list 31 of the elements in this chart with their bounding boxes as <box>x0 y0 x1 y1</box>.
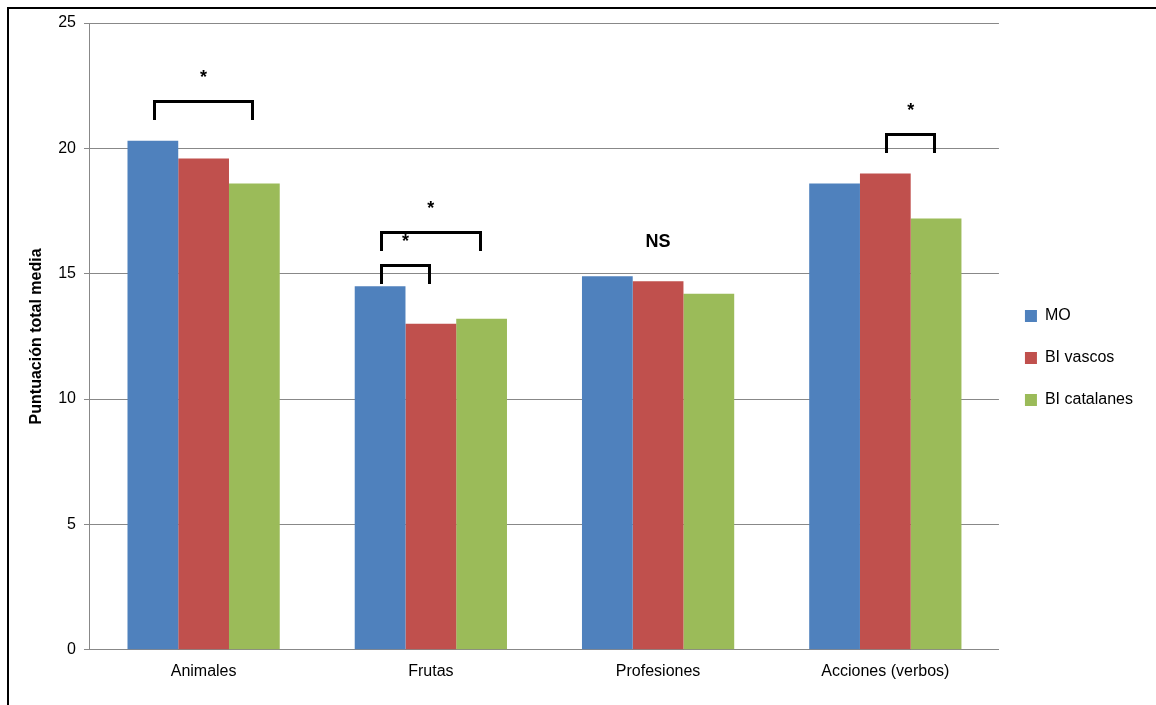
bar <box>354 286 406 650</box>
bar <box>859 173 911 650</box>
annotation: * <box>200 67 208 88</box>
x-tick-label: Animales <box>170 661 237 679</box>
bar <box>632 281 684 650</box>
bar <box>456 318 507 650</box>
annotation: * <box>427 198 435 219</box>
x-tick-label: Acciones (verbos) <box>821 661 950 679</box>
x-tick-label: Profesiones <box>615 661 701 679</box>
y-axis-title: Puntuación total media <box>27 248 45 425</box>
bar <box>683 293 735 650</box>
bar <box>127 140 179 650</box>
y-tick-label: 15 <box>58 264 77 282</box>
y-tick-label: 10 <box>58 389 77 407</box>
bar <box>228 183 280 650</box>
legend-label: MO <box>1044 306 1071 324</box>
annotation: * <box>907 99 915 120</box>
y-tick-label: 0 <box>67 640 77 658</box>
x-tick-label: Frutas <box>408 661 454 679</box>
bar <box>581 276 633 650</box>
y-tick-label: 5 <box>67 514 77 532</box>
bar <box>178 158 229 650</box>
bar <box>405 323 457 650</box>
legend-label: BI catalanes <box>1044 390 1134 408</box>
annotation: * <box>401 230 409 251</box>
annotation: NS <box>645 231 671 252</box>
bar <box>910 218 962 650</box>
y-tick-label: 20 <box>58 138 77 156</box>
legend-label: BI vascos <box>1044 348 1115 366</box>
bar <box>809 183 860 650</box>
y-tick-label: 25 <box>58 13 77 31</box>
